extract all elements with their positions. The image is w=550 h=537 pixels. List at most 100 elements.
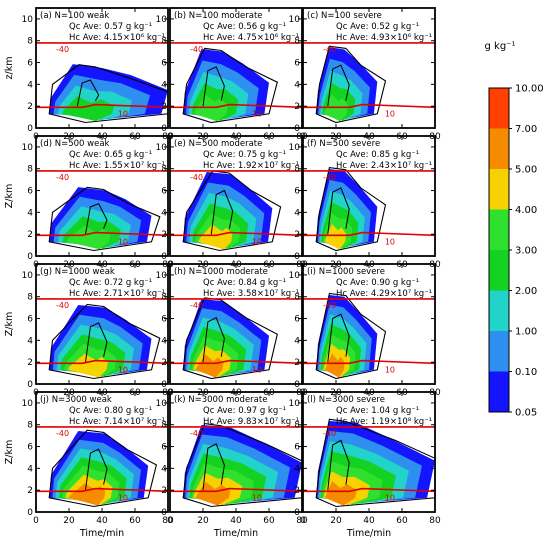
panel-title: (g) N=1000 weak — [40, 267, 115, 277]
y-tick-label: 6 — [294, 315, 300, 325]
isotherm-upper-label: -40 — [323, 429, 336, 438]
contour-outline — [182, 422, 303, 508]
panel-title: (b) N=100 moderate — [174, 11, 263, 21]
colorbar-segment — [489, 331, 509, 372]
isotherm-lower-line — [170, 359, 303, 365]
plume-layer — [62, 96, 115, 121]
x-tick-label: 40 — [363, 516, 375, 526]
isotherm-upper-label: -40 — [323, 301, 336, 310]
y-tick-label: 0 — [294, 124, 300, 134]
contour-inner — [85, 448, 108, 491]
y-tick-label: 2 — [27, 358, 33, 368]
plume-layer — [198, 224, 233, 250]
qc-average: Qc Ave: 0.75 g kg⁻¹ — [203, 150, 286, 160]
y-tick-label: 0 — [161, 508, 167, 518]
y-axis-label: Z/km — [4, 184, 15, 208]
y-tick-label: 4 — [161, 80, 167, 90]
y-tick-label: 6 — [294, 187, 300, 197]
y-tick-label: 8 — [294, 421, 300, 431]
contour-inner — [202, 443, 225, 491]
colorbar-segment — [489, 209, 509, 250]
contour-outline — [48, 186, 161, 252]
qc-average: Qc Ave: 0.97 g kg⁻¹ — [203, 406, 286, 416]
y-tick-label: 4 — [294, 80, 300, 90]
contour-outline — [48, 429, 158, 508]
y-axis-label: z/km — [4, 57, 15, 80]
y-tick-label: 10 — [22, 399, 34, 409]
qc-average: Qc Ave: 0.65 g kg⁻¹ — [69, 150, 152, 160]
isotherm-lower-line — [170, 103, 303, 109]
qc-average: Qc Ave: 0.57 g kg⁻¹ — [69, 22, 152, 32]
colorbar-label: 1.00 — [515, 327, 537, 338]
contour-outline — [182, 47, 278, 124]
contour-outline — [182, 170, 282, 252]
isotherm-lower-label: 10 — [385, 109, 395, 118]
contour-inner — [210, 189, 234, 235]
panel-l: -40 10 0 2 4 6 8 10 0 20 40 60 80 (l) N=3000 severeQc… — [289, 391, 441, 537]
y-tick-label: 0 — [27, 380, 33, 390]
y-tick-label: 6 — [161, 187, 167, 197]
y-tick-label: 10 — [289, 15, 301, 25]
y-tick-label: 8 — [27, 37, 33, 47]
plume-layer — [324, 353, 345, 378]
x-tick-label: 0 — [300, 516, 306, 526]
qc-average: Qc Ave: 0.84 g kg⁻¹ — [203, 278, 286, 288]
y-tick-label: 4 — [161, 208, 167, 218]
isotherm-upper-label: -40 — [56, 429, 69, 438]
contour-inner — [202, 66, 225, 107]
y-tick-label: 4 — [27, 464, 33, 474]
colorbar: 0.05 0.10 1.00 2.00 3.00 4.00 5.00 7.00 10.00 g k… — [485, 41, 544, 419]
contour-outline — [182, 297, 278, 380]
hc-average: Hc Ave: 1.19×10⁸ kg⁻¹ — [336, 417, 432, 427]
colorbar-label: 3.00 — [515, 246, 537, 257]
y-tick-label: 10 — [156, 399, 168, 409]
y-tick-label: 0 — [27, 124, 33, 134]
contour-outline — [48, 64, 169, 124]
isotherm-upper-label: -40 — [190, 45, 203, 54]
contour-outline — [315, 166, 387, 252]
panel-title: (i) N=1000 severe — [307, 267, 385, 277]
contour-inner — [76, 79, 100, 107]
y-tick-label: 6 — [294, 59, 300, 69]
isotherm-lower-line — [303, 231, 436, 237]
y-tick-label: 8 — [27, 421, 33, 431]
panel-title: (j) N=3000 weak — [40, 395, 112, 405]
y-tick-label: 0 — [294, 508, 300, 518]
qc-average: Qc Ave: 0.85 g kg⁻¹ — [336, 150, 419, 160]
y-tick-label: 8 — [161, 293, 167, 303]
y-tick-label: 10 — [22, 143, 34, 153]
colorbar-label: 10.00 — [515, 84, 544, 95]
contour-inner — [327, 187, 350, 235]
y-tick-label: 4 — [161, 336, 167, 346]
y-tick-label: 8 — [161, 37, 167, 47]
panel-title: (h) N=1000 moderate — [174, 267, 268, 277]
y-tick-label: 2 — [294, 102, 300, 112]
x-tick-label: 80 — [429, 516, 441, 526]
y-tick-label: 8 — [161, 165, 167, 175]
plume-layer — [66, 225, 111, 250]
y-tick-label: 6 — [161, 315, 167, 325]
y-tick-label: 10 — [156, 143, 168, 153]
y-tick-label: 10 — [156, 271, 168, 281]
colorbar-unit: g kg⁻¹ — [485, 41, 516, 52]
colorbar-segment — [489, 169, 509, 210]
isotherm-lower-label: 10 — [252, 493, 262, 502]
x-axis-label: Time/min — [213, 528, 258, 537]
isotherm-lower-label: 10 — [118, 365, 128, 374]
isotherm-lower-line — [303, 359, 436, 365]
panel-title: (c) N=100 severe — [307, 11, 382, 21]
isotherm-lower-line — [303, 103, 436, 109]
y-tick-label: 2 — [294, 230, 300, 240]
qc-average: Qc Ave: 0.80 g kg⁻¹ — [69, 406, 152, 416]
colorbar-segment — [489, 250, 509, 291]
panel-title: (d) N=500 weak — [40, 139, 110, 149]
x-tick-label: 80 — [296, 516, 308, 526]
